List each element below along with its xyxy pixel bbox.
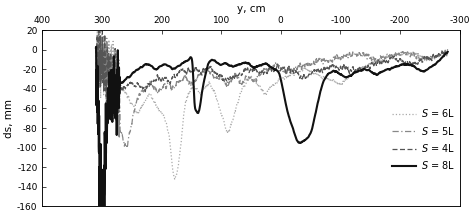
Legend: $S$ = 6L, $S$ = 5L, $S$ = 4L, $S$ = 8L: $S$ = 6L, $S$ = 5L, $S$ = 4L, $S$ = 8L <box>388 103 459 175</box>
$S$ = 4L <box>93 52 99 55</box>
$S$ = 8L <box>445 50 450 53</box>
X-axis label: y, cm: y, cm <box>237 4 265 14</box>
$S$ = 5L <box>435 53 441 56</box>
$S$ = 5L <box>112 69 118 72</box>
$S$ = 5L <box>124 146 130 149</box>
$S$ = 8L <box>435 60 441 63</box>
$S$ = 6L <box>371 61 376 63</box>
$S$ = 6L <box>265 89 271 92</box>
$S$ = 4L <box>435 54 441 57</box>
Y-axis label: ds, mm: ds, mm <box>4 99 14 138</box>
$S$ = 5L <box>94 47 100 50</box>
$S$ = 4L <box>111 73 117 76</box>
$S$ = 6L <box>112 71 118 73</box>
$S$ = 4L <box>445 48 450 51</box>
$S$ = 4L <box>103 121 109 123</box>
Line: $S$ = 4L: $S$ = 4L <box>96 28 447 122</box>
$S$ = 4L <box>435 55 440 58</box>
$S$ = 5L <box>98 29 103 31</box>
$S$ = 4L <box>255 69 261 72</box>
$S$ = 8L <box>111 111 117 114</box>
Line: $S$ = 8L: $S$ = 8L <box>96 47 447 216</box>
$S$ = 4L <box>96 27 102 29</box>
Line: $S$ = 6L: $S$ = 6L <box>97 10 447 179</box>
$S$ = 8L <box>370 72 376 75</box>
$S$ = 6L <box>256 85 262 87</box>
$S$ = 6L <box>445 50 450 53</box>
$S$ = 5L <box>371 56 376 59</box>
$S$ = 8L <box>255 65 261 67</box>
$S$ = 6L <box>435 56 440 59</box>
$S$ = 5L <box>265 69 271 71</box>
$S$ = 6L <box>99 8 105 11</box>
$S$ = 5L <box>435 54 440 57</box>
Line: $S$ = 5L: $S$ = 5L <box>97 30 447 147</box>
$S$ = 8L <box>264 63 270 66</box>
$S$ = 6L <box>94 69 100 71</box>
$S$ = 5L <box>445 51 450 54</box>
$S$ = 6L <box>172 178 177 180</box>
$S$ = 4L <box>370 62 376 65</box>
$S$ = 5L <box>256 74 262 76</box>
$S$ = 8L <box>93 46 99 48</box>
$S$ = 4L <box>264 72 270 75</box>
$S$ = 8L <box>435 61 440 63</box>
$S$ = 6L <box>435 56 441 59</box>
$S$ = 8L <box>93 46 99 49</box>
